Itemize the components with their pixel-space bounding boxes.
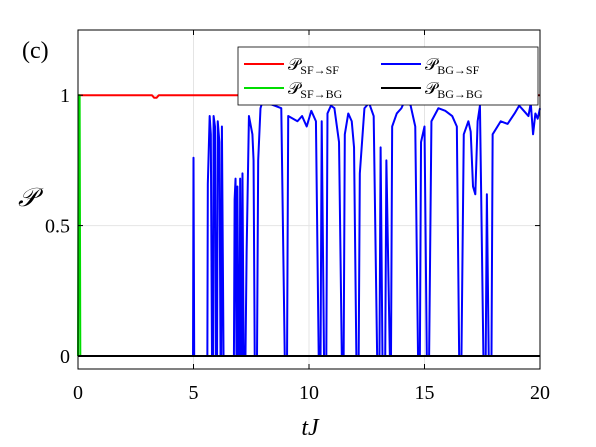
legend-entry-bg-sf: 𝒫BG→SF	[381, 55, 480, 77]
svg-text:𝒫BG→SF: 𝒫BG→SF	[425, 55, 480, 77]
x-axis-label: tJ	[301, 415, 320, 441]
y-tick-label: 0	[60, 346, 70, 368]
ticks: 0 5 10 15 20 0 0.5 1	[45, 30, 550, 404]
legend-label-sub: SF→BG	[300, 87, 342, 101]
series-line-bg-to-sf	[78, 96, 541, 357]
legend-entry-sf-bg: 𝒫SF→BG	[244, 79, 343, 101]
x-tick-label: 5	[189, 382, 199, 404]
y-tick-label: 0.5	[45, 216, 70, 238]
svg-text:𝒫SF→SF: 𝒫SF→SF	[288, 55, 339, 77]
legend-label-main: 𝒫	[288, 55, 302, 74]
x-tick-label: 10	[299, 382, 319, 404]
y-axis-label: 𝒫	[18, 183, 44, 212]
legend-label-main: 𝒫	[425, 79, 439, 98]
x-tick-label: 20	[530, 382, 550, 404]
x-tick-label: 0	[73, 382, 83, 404]
legend-entry-bg-bg: 𝒫BG→BG	[381, 79, 483, 101]
legend-label-main: 𝒫	[288, 79, 302, 98]
legend-box	[237, 46, 539, 106]
legend: 𝒫SF→SF 𝒫BG→SF 𝒫SF→BG 𝒫BG→BG	[237, 46, 539, 106]
svg-text:𝒫BG→BG: 𝒫BG→BG	[425, 79, 483, 101]
legend-label-sub: BG→BG	[437, 87, 483, 101]
legend-entry-sf-sf: 𝒫SF→SF	[244, 55, 339, 77]
panel-label: (c)	[22, 38, 49, 64]
legend-label-sub: SF→SF	[300, 63, 339, 77]
svg-text:𝒫SF→BG: 𝒫SF→BG	[288, 79, 343, 101]
legend-label-sub: BG→SF	[437, 63, 479, 77]
x-tick-label: 15	[415, 382, 435, 404]
legend-label-main: 𝒫	[425, 55, 439, 74]
y-tick-label: 1	[60, 85, 70, 107]
